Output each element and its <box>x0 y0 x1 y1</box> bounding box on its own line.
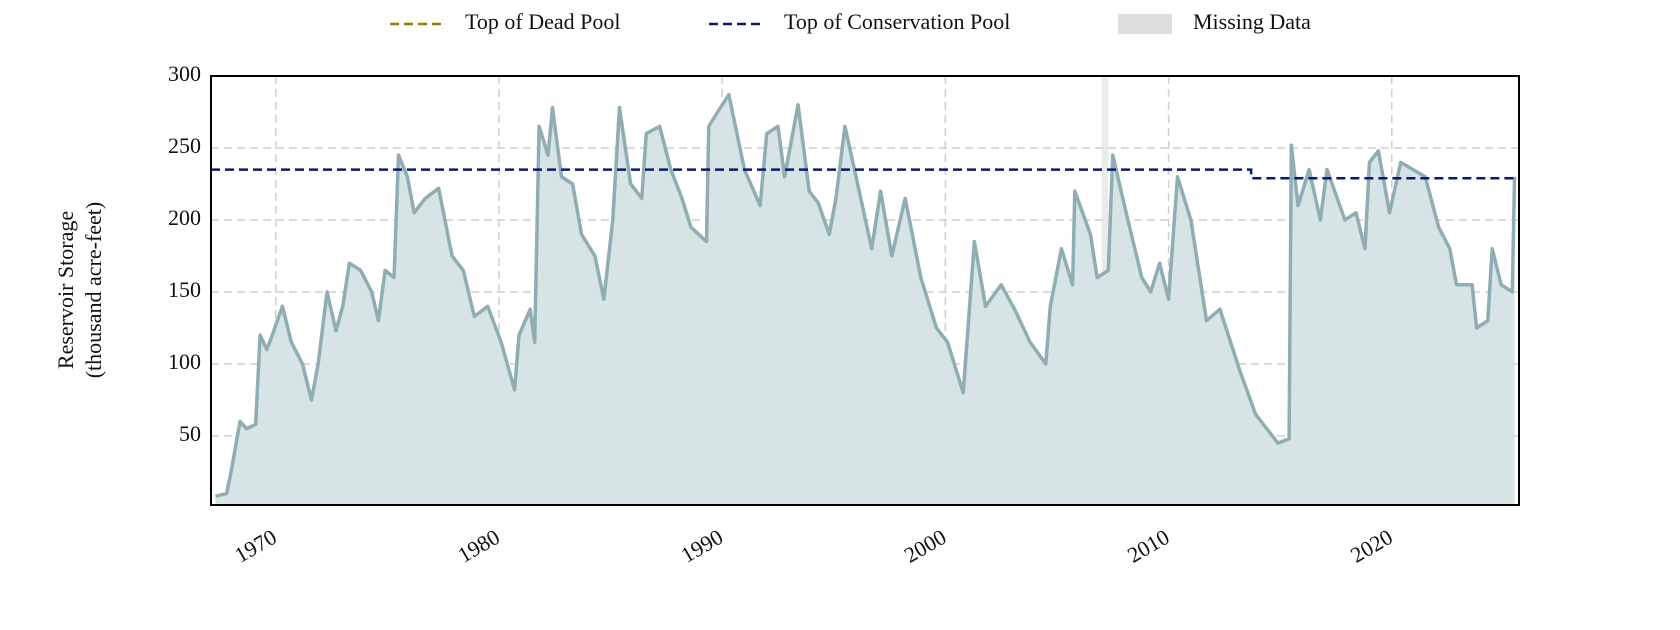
x-tick-label: 1970 <box>230 524 281 568</box>
legend: Top of Dead Pool Top of Conservation Pool… <box>390 9 1311 34</box>
legend-swatch <box>1118 14 1172 34</box>
pool-line <box>211 168 1519 180</box>
y-tick-label: 150 <box>168 277 201 302</box>
y-tick-label: 50 <box>179 421 201 446</box>
y-tick-label: 200 <box>168 205 201 230</box>
plot-frame <box>210 75 1520 506</box>
y-axis-label: Reservoir Storage <box>53 211 78 369</box>
legend-label: Top of Dead Pool <box>465 9 621 34</box>
x-tick-label: 1990 <box>677 524 728 568</box>
x-tick-label: 2020 <box>1346 524 1397 568</box>
x-tick-label: 1980 <box>453 524 504 568</box>
storage-area <box>215 94 1515 505</box>
x-tick-label: 2010 <box>1123 524 1174 568</box>
y-tick-label: 300 <box>168 61 201 86</box>
plot-area <box>211 76 1519 505</box>
y-tick-label: 100 <box>168 349 201 374</box>
y-tick-label: 250 <box>168 133 201 158</box>
legend-label: Top of Conservation Pool <box>784 9 1010 34</box>
legend-label: Missing Data <box>1193 9 1311 34</box>
y-axis-label: (thousand acre-feet) <box>81 202 106 379</box>
x-tick-label: 2000 <box>900 524 951 568</box>
storage-line <box>215 92 1517 499</box>
